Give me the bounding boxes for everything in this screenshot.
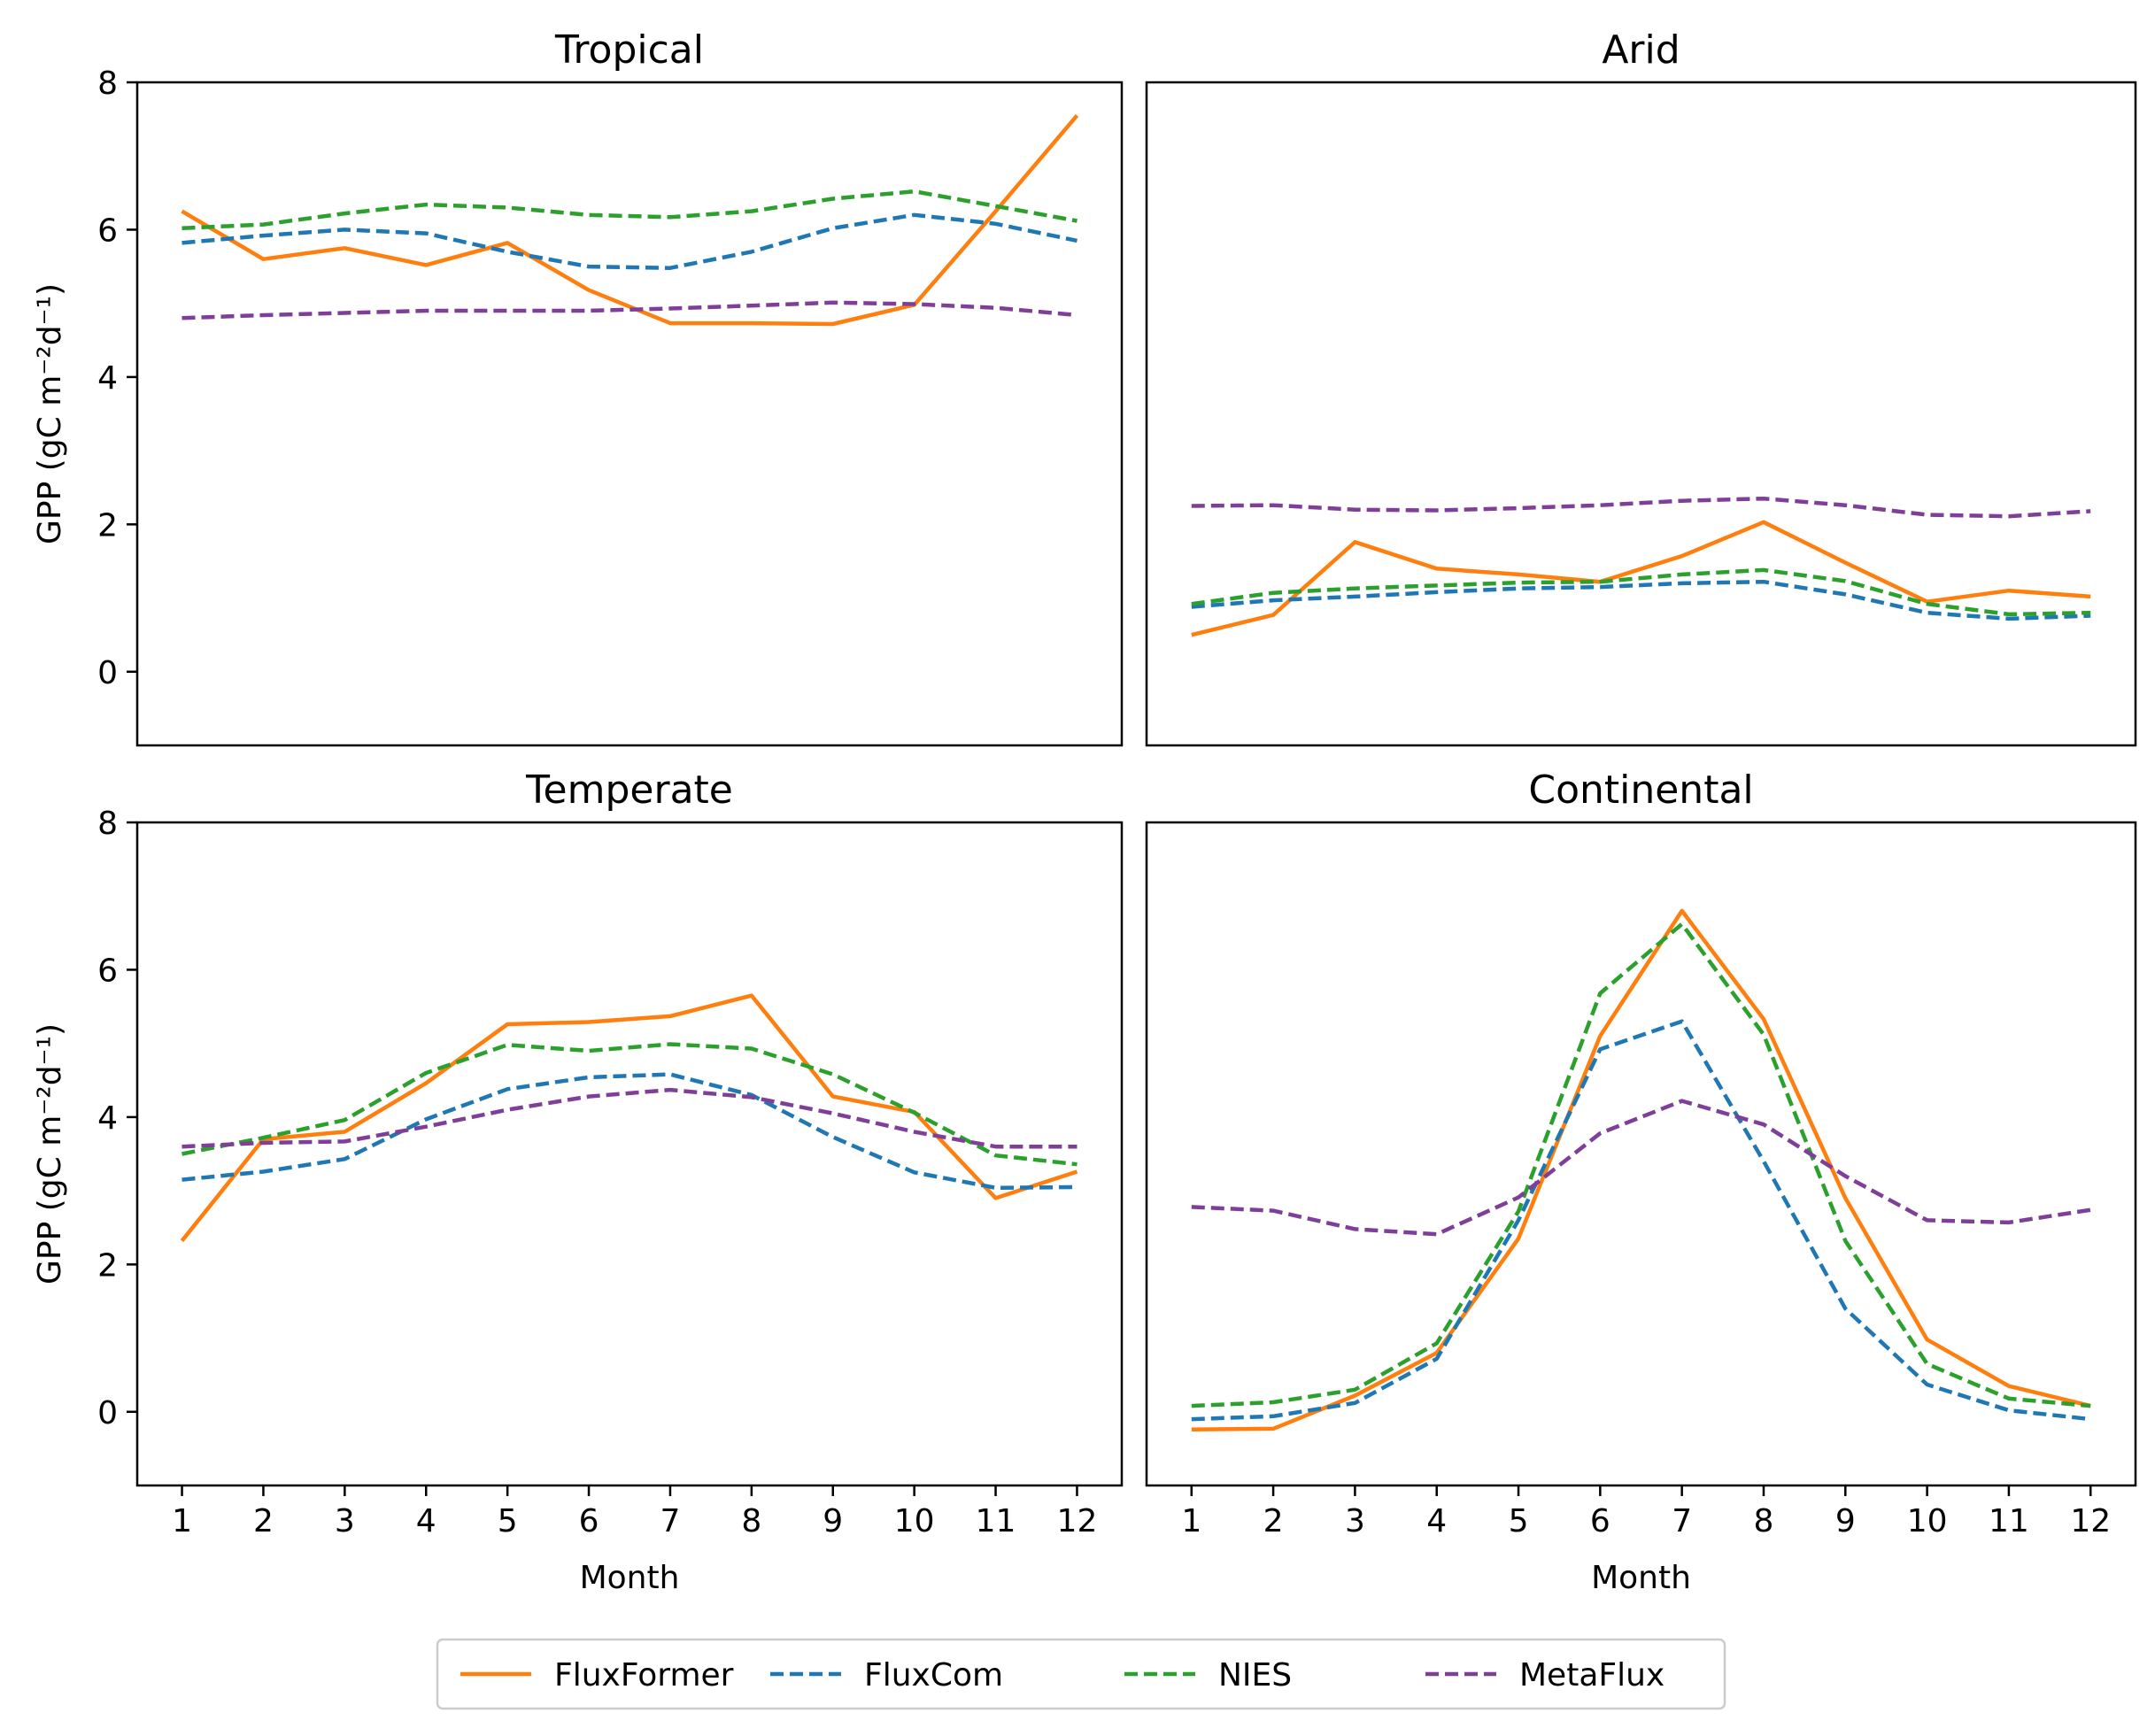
legend-frame [436, 1638, 1726, 1710]
x-tick-label-continental-12: 12 [2070, 1503, 2111, 1539]
x-tick-label-continental-2: 2 [1263, 1503, 1284, 1539]
series-line-fluxformer-arid [1191, 520, 2091, 637]
y-tick-label-temperate-2: 2 [97, 1247, 118, 1284]
y-tick-label-tropical-4: 4 [97, 360, 118, 397]
y-tick-label-tropical-0: 0 [97, 655, 118, 691]
panel-title-continental: Continental [1528, 768, 1753, 813]
x-tick-label-temperate-6: 6 [579, 1503, 599, 1539]
y-tick-label-temperate-0: 0 [97, 1395, 118, 1431]
x-tick-label-continental-8: 8 [1754, 1503, 1774, 1539]
series-line-fluxcom-temperate [182, 1072, 1078, 1191]
x-tick-label-temperate-9: 9 [823, 1503, 843, 1539]
series-line-fluxcom-continental [1191, 1019, 2091, 1422]
x-tick-label-continental-5: 5 [1509, 1503, 1529, 1539]
x-tick-label-continental-6: 6 [1590, 1503, 1610, 1539]
x-tick-label-temperate-1: 1 [172, 1503, 192, 1539]
panel-tropical: Tropical 0 2 4 6 8 GPP (gC m⁻²d⁻¹) [32, 27, 1124, 747]
series-line-fluxcom-arid [1191, 579, 2091, 621]
x-tick-label-continental-11: 11 [1989, 1503, 2029, 1539]
panels: Tropical 0 2 4 6 8 GPP (gC m⁻²d⁻¹) Arid Temperat… [32, 27, 2137, 1596]
panel-title-tropical: Tropical [554, 27, 704, 73]
legend-item-fluxcom: FluxCom [770, 1657, 1003, 1694]
series-line-nies-tropical [182, 189, 1078, 231]
y-tick-label-temperate-8: 8 [97, 806, 118, 842]
x-tick-label-temperate-11: 11 [976, 1503, 1016, 1539]
series-line-nies-continental [1191, 922, 2091, 1408]
y-tick-label-tropical-6: 6 [97, 212, 118, 249]
legend-label-nies: NIES [1218, 1657, 1292, 1694]
x-tick-label-temperate-12: 12 [1057, 1503, 1098, 1539]
panel-title-temperate: Temperate [525, 768, 733, 813]
x-tick-label-temperate-4: 4 [416, 1503, 436, 1539]
series-line-fluxformer-continental [1191, 908, 2091, 1432]
x-axis-label-temperate: Month [580, 1560, 680, 1596]
series-line-nies-arid [1191, 567, 2091, 617]
series-line-metaflux-arid [1191, 496, 2091, 519]
series-line-metaflux-temperate [182, 1087, 1078, 1149]
x-tick-label-continental-3: 3 [1345, 1503, 1365, 1539]
axes-frame-tropical [135, 81, 1124, 747]
x-tick-label-temperate-10: 10 [894, 1503, 935, 1539]
series-line-fluxformer-temperate [180, 993, 1078, 1243]
y-tick-label-temperate-6: 6 [97, 953, 118, 989]
legend: FluxFormer FluxCom NIES MetaFlux [436, 1638, 1726, 1710]
x-tick-label-temperate-2: 2 [253, 1503, 274, 1539]
series-line-fluxcom-tropical [182, 212, 1078, 270]
legend-label-fluxformer: FluxFormer [554, 1657, 734, 1694]
x-tick-label-continental-9: 9 [1835, 1503, 1856, 1539]
x-tick-label-continental-1: 1 [1181, 1503, 1201, 1539]
y-axis-label-tropical: GPP (gC m⁻²d⁻¹) [32, 283, 68, 544]
x-tick-label-temperate-3: 3 [335, 1503, 355, 1539]
legend-label-metaflux: MetaFlux [1519, 1657, 1665, 1694]
panel-title-arid: Arid [1602, 27, 1680, 73]
panel-arid: Arid [1145, 27, 2137, 747]
axes-frame-arid [1145, 81, 2137, 747]
x-axis-label-continental: Month [1591, 1560, 1691, 1596]
y-tick-label-tropical-8: 8 [97, 66, 118, 102]
x-tick-label-temperate-7: 7 [660, 1503, 680, 1539]
series-line-metaflux-tropical [182, 300, 1078, 320]
series-line-nies-temperate [182, 1042, 1078, 1167]
axes-frame-temperate [135, 821, 1124, 1487]
series-line-fluxformer-tropical [181, 113, 1079, 327]
legend-item-metaflux: MetaFlux [1425, 1657, 1665, 1694]
x-tick-label-temperate-8: 8 [741, 1503, 761, 1539]
y-tick-label-temperate-4: 4 [97, 1100, 118, 1137]
x-tick-label-continental-10: 10 [1907, 1503, 1948, 1539]
y-tick-label-tropical-2: 2 [97, 507, 118, 544]
x-tick-label-continental-4: 4 [1426, 1503, 1447, 1539]
x-tick-label-temperate-5: 5 [498, 1503, 518, 1539]
legend-label-fluxcom: FluxCom [864, 1657, 1003, 1694]
series-line-metaflux-continental [1191, 1099, 2091, 1237]
x-tick-label-continental-7: 7 [1672, 1503, 1692, 1539]
y-axis-label-temperate: GPP (gC m⁻²d⁻¹) [32, 1023, 68, 1285]
legend-item-fluxformer: FluxFormer [460, 1657, 734, 1694]
axes-frame-continental [1145, 821, 2137, 1487]
legend-item-nies: NIES [1124, 1657, 1292, 1694]
